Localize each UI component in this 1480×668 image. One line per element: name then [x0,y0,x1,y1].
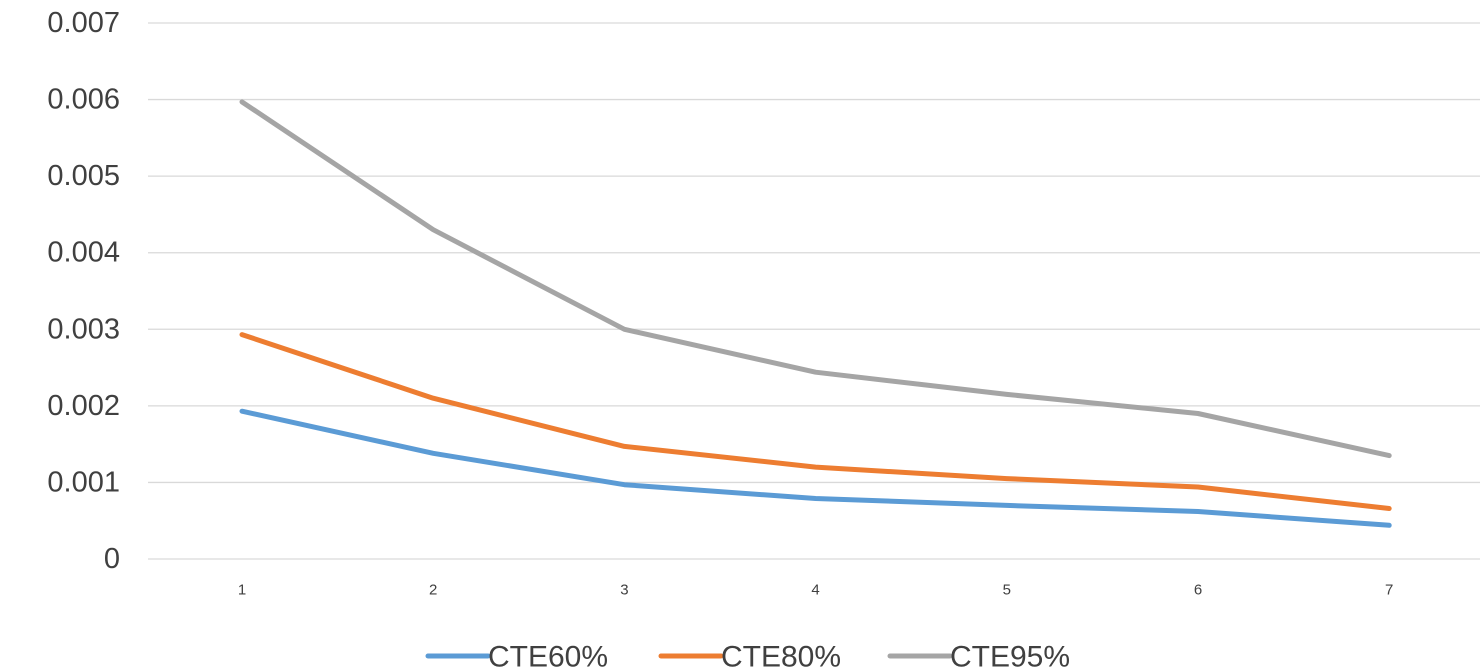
series-lines [239,99,1392,528]
legend: CTE60% CTE80% CTE95% [425,641,1070,668]
y-tick-label: 0.005 [47,160,120,192]
series-line [239,332,1392,511]
legend-label: CTE60% [488,641,608,668]
x-tick-label: 7 [1385,582,1393,599]
x-tick-label: 4 [811,582,819,599]
y-tick-label: 0.001 [47,466,120,498]
y-tick-label: 0.004 [47,237,120,269]
y-axis-ticks: 0 0.001 0.002 0.003 0.004 0.005 0.006 0.007 [47,7,120,575]
gridlines [148,22,1480,560]
legend-label: CTE80% [721,641,841,668]
x-tick-label: 2 [429,582,437,599]
x-tick-label: 5 [1003,582,1011,599]
y-tick-label: 0.003 [47,313,120,345]
x-tick-label: 1 [238,582,246,599]
y-tick-label: 0.006 [47,84,120,116]
y-tick-label: 0 [104,543,120,575]
x-axis-ticks: 1 2 3 4 5 6 7 [238,582,1394,599]
y-tick-label: 0.007 [47,7,120,39]
x-tick-label: 6 [1194,582,1202,599]
x-tick-label: 3 [620,582,628,599]
series-line [239,99,1392,459]
y-tick-label: 0.002 [47,390,120,422]
legend-label: CTE95% [950,641,1070,668]
series-line [239,408,1392,528]
